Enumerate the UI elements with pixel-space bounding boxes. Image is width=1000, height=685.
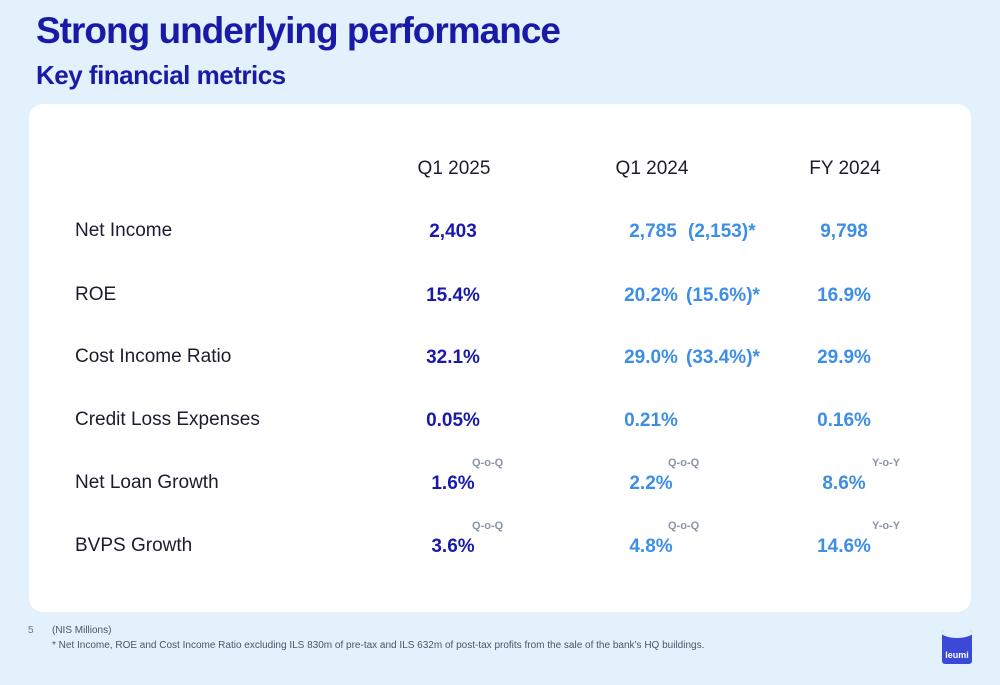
value-net-loan-fy-2024: 8.6% — [822, 473, 866, 494]
value-cost-income-q1-2025: 32.1% — [426, 347, 480, 368]
units-note: (NIS Millions) — [52, 625, 112, 636]
value-bvps-q1-2025: 3.6% — [431, 536, 475, 557]
row-label-credit-loss-expenses: Credit Loss Expenses — [75, 409, 260, 430]
period-tag: Q-o-Q — [472, 457, 504, 469]
period-tag: Q-o-Q — [668, 520, 700, 532]
row-label-roe: ROE — [75, 284, 117, 305]
period-tag: Y-o-Y — [872, 520, 901, 532]
value-roe-adjusted: (15.6%)* — [686, 285, 760, 306]
column-header-q1-2025: Q1 2025 — [417, 158, 491, 179]
logo-wave-shape — [942, 630, 972, 638]
value-cost-income-fy-2024: 29.9% — [817, 347, 871, 368]
column-header-q1-2024: Q1 2024 — [615, 158, 689, 179]
logo-text: leumi — [945, 650, 969, 660]
value-cost-income-adjusted: (33.4%)* — [686, 347, 760, 368]
value-net-loan-q1-2024: 2.2% — [629, 473, 673, 494]
value-roe-q1-2024: 20.2% — [624, 285, 678, 306]
value-roe-fy-2024: 16.9% — [817, 285, 871, 306]
period-tag: Q-o-Q — [472, 520, 504, 532]
column-header-fy-2024: FY 2024 — [809, 158, 881, 179]
value-bvps-q1-2024: 4.8% — [629, 536, 673, 557]
value-net-income-adjusted: (2,153)* — [688, 221, 756, 242]
period-tag: Q-o-Q — [668, 457, 700, 469]
value-credit-loss-q1-2025: 0.05% — [426, 410, 480, 431]
value-credit-loss-fy-2024: 0.16% — [817, 410, 871, 431]
page-title: Strong underlying performance — [36, 10, 561, 51]
value-roe-q1-2025: 15.4% — [426, 285, 480, 306]
row-label-bvps-growth: BVPS Growth — [75, 535, 193, 556]
footnote-text: * Net Income, ROE and Cost Income Ratio … — [52, 640, 705, 651]
metrics-card — [29, 104, 971, 612]
leumi-logo: leumi — [942, 630, 972, 664]
page-subtitle: Key financial metrics — [36, 60, 286, 90]
value-net-income-fy-2024: 9,798 — [820, 221, 868, 242]
page-number: 5 — [28, 625, 34, 636]
period-tag: Y-o-Y — [872, 457, 901, 469]
row-label-net-income: Net Income — [75, 220, 173, 241]
value-bvps-fy-2024: 14.6% — [817, 536, 871, 557]
value-net-income-q1-2025: 2,403 — [429, 221, 477, 242]
value-cost-income-q1-2024: 29.0% — [624, 347, 678, 368]
row-label-cost-income-ratio: Cost Income Ratio — [75, 346, 232, 367]
value-net-loan-q1-2025: 1.6% — [431, 473, 475, 494]
row-label-net-loan-growth: Net Loan Growth — [75, 472, 219, 493]
value-net-income-q1-2024: 2,785 — [629, 221, 677, 242]
value-credit-loss-q1-2024: 0.21% — [624, 410, 678, 431]
